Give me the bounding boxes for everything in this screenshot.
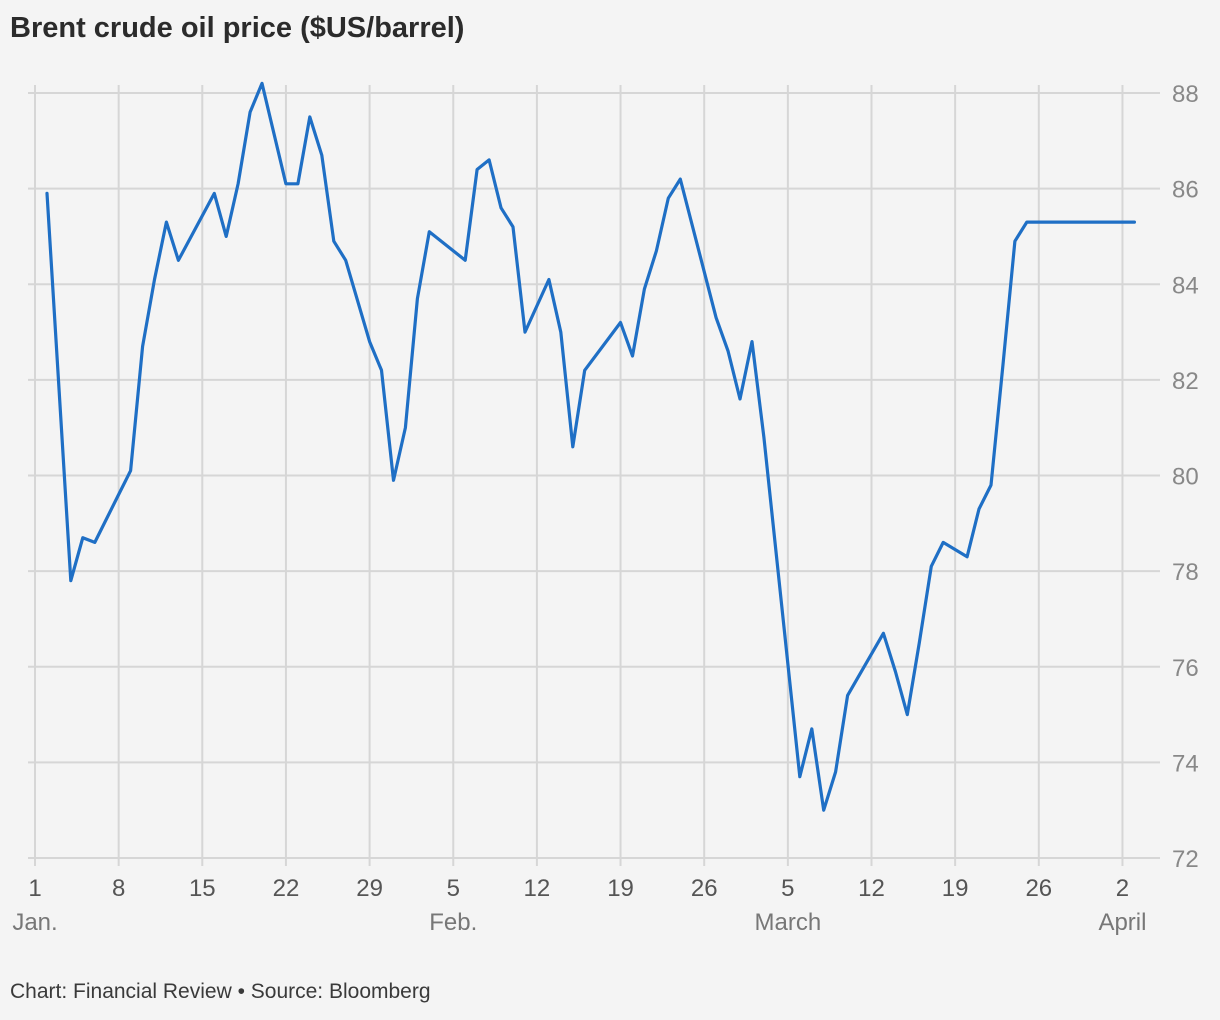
x-tick-label: 26 (1025, 875, 1052, 902)
grid-layer (28, 85, 1160, 866)
x-tick-label: 19 (607, 875, 634, 902)
y-tick-label: 86 (1172, 177, 1199, 204)
x-tick-label: 1 (28, 875, 41, 902)
series-layer (45, 81, 1136, 812)
x-tick-label: 22 (273, 875, 300, 902)
y-tick-label: 88 (1172, 81, 1199, 108)
x-tick-label: 8 (112, 875, 125, 902)
x-month-label: April (1098, 909, 1146, 936)
x-tick-label: 26 (691, 875, 718, 902)
x-tick-label: 5 (447, 875, 460, 902)
y-tick-label: 78 (1172, 559, 1199, 586)
x-tick-label: 12 (858, 875, 885, 902)
x-tick-label: 19 (942, 875, 969, 902)
x-tick-label: 12 (524, 875, 551, 902)
axis-layer: 72 74 76 78 80 82 84 86 88 1 Jan. 8 15 22 29 5 Feb. 12 19 2… (12, 81, 1198, 936)
chart-footer: Chart: Financial Review • Source: Bloomb… (10, 980, 431, 1003)
x-tick-label: 15 (189, 875, 216, 902)
x-month-label: March (755, 909, 822, 936)
y-tick-label: 82 (1172, 368, 1199, 395)
x-tick-label: 29 (356, 875, 383, 902)
y-tick-label: 72 (1172, 846, 1199, 873)
series-line (45, 81, 1136, 812)
x-month-label: Feb. (429, 909, 477, 936)
y-tick-label: 74 (1172, 750, 1199, 777)
line-chart: 72 74 76 78 80 82 84 86 88 1 Jan. 8 15 22 29 5 Feb. 12 19 2… (12, 81, 1198, 936)
y-tick-label: 76 (1172, 655, 1199, 682)
x-tick-label: 5 (781, 875, 794, 902)
x-month-label: Jan. (12, 909, 57, 936)
chart-title: Brent crude oil price ($US/barrel) (10, 12, 465, 44)
x-tick-label: 2 (1116, 875, 1129, 902)
y-tick-label: 80 (1172, 464, 1199, 491)
y-tick-label: 84 (1172, 272, 1199, 299)
